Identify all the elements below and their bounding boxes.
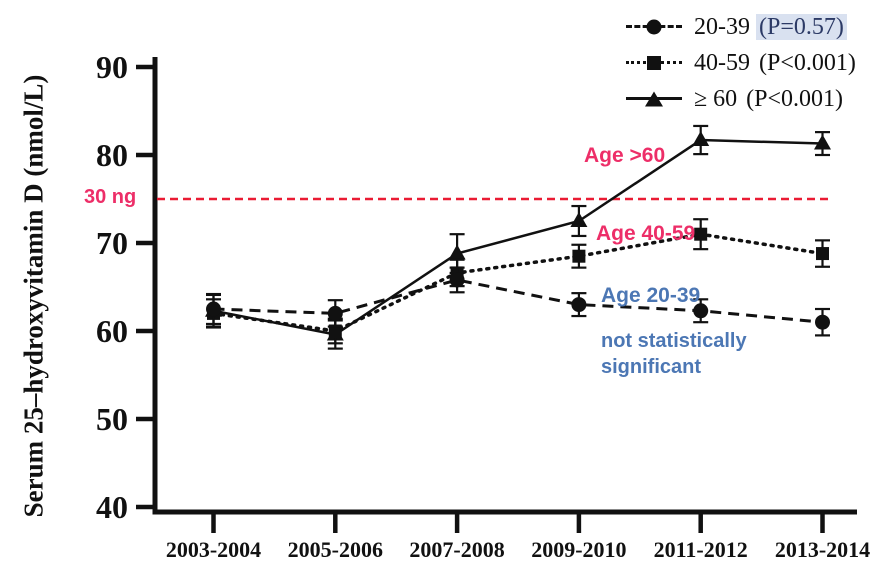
data-point-circle: [327, 305, 343, 321]
square-marker-icon: [647, 56, 661, 70]
x-tick-label: 2011-2012: [654, 537, 748, 562]
data-point-circle: [815, 314, 830, 330]
data-point-circle: [571, 297, 587, 313]
legend-p-value: (P<0.001): [746, 85, 844, 112]
reference-line-label: 30 ng: [84, 186, 137, 208]
series-0: [206, 266, 830, 337]
y-tick-label: 50: [96, 401, 128, 437]
series-line: [213, 278, 823, 324]
legend-square-dotted-icon: [626, 52, 682, 74]
annotation-age-over-60: Age >60: [584, 144, 666, 167]
annotation-age-20-39: Age 20-39: [601, 284, 701, 307]
legend-item-0: 20-39 (P=0.57): [626, 12, 859, 42]
data-point-square: [572, 249, 586, 263]
y-tick-label: 60: [96, 313, 128, 349]
legend-series-name: 20-39: [694, 13, 750, 40]
x-tick-label: 2003-2004: [166, 537, 261, 562]
y-tick-label: 80: [96, 137, 128, 173]
data-point-triangle: [814, 134, 831, 150]
legend-circle-dashed-icon: [626, 16, 682, 38]
y-tick-label: 70: [96, 225, 128, 261]
series-line: [213, 138, 823, 336]
triangle-marker-icon: [645, 91, 663, 107]
y-tick-label: 40: [96, 489, 128, 525]
x-tick-label: 2005-2006: [288, 537, 383, 562]
data-point-circle: [693, 303, 709, 319]
x-tick-label: 2007-2008: [409, 537, 504, 562]
legend-label: ≥ 60 (P<0.001): [694, 86, 846, 113]
data-point-circle: [449, 272, 465, 288]
data-point-square: [694, 227, 708, 241]
x-tick-label: 2013-2014: [775, 537, 870, 562]
legend-p-value: (P<0.001): [759, 49, 856, 76]
legend-series-name: ≥ 60: [694, 85, 738, 112]
series-line: [211, 232, 825, 333]
circle-marker-icon: [646, 19, 662, 35]
data-point-circle: [206, 301, 221, 317]
legend: 20-39 (P=0.57) 40-59 (P<0.001) ≥ 60 (P<0.0…: [626, 12, 859, 114]
data-point-square: [328, 324, 342, 338]
y-tick-label: 90: [96, 49, 128, 85]
data-point-square: [816, 247, 829, 261]
x-tick-label: 2009-2010: [531, 537, 626, 562]
legend-label: 40-59 (P<0.001): [694, 50, 859, 77]
data-point-triangle: [692, 131, 710, 147]
legend-item-1: 40-59 (P<0.001): [626, 48, 859, 78]
legend-triangle-solid-icon: [626, 88, 682, 110]
annotation-age-40-59: Age 40-59: [596, 222, 696, 245]
annotation-not-significant: not statistically significant: [601, 330, 747, 378]
y-axis-title: Serum 25–hydroxyvitamin D (nmol/L): [18, 74, 49, 518]
legend-series-name: 40-59: [694, 49, 750, 76]
legend-p-value: (P=0.57): [756, 13, 847, 40]
legend-item-2: ≥ 60 (P<0.001): [626, 84, 859, 114]
data-point-triangle: [448, 244, 466, 260]
data-point-triangle: [570, 212, 588, 227]
axes: 40 50 60 70 80 90 2003-2004 2005-2006 2007-2008 2…: [96, 49, 870, 562]
legend-label: 20-39 (P=0.57): [694, 13, 847, 41]
